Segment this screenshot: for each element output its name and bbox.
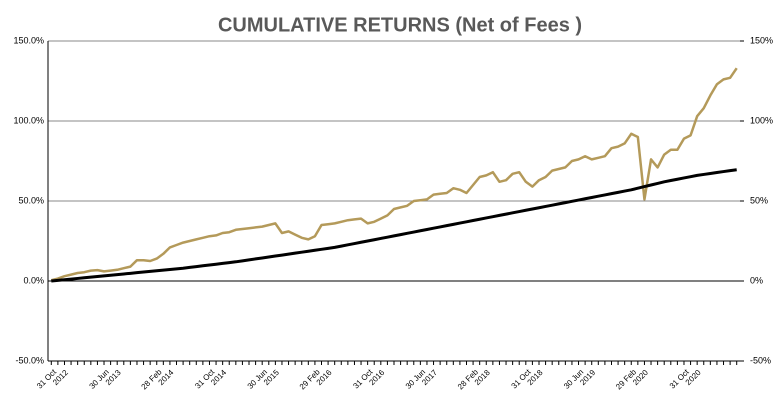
x-tick-label: 28 Feb2018 — [456, 361, 492, 397]
x-tick-label: 30 Jun2017 — [404, 361, 440, 397]
x-tick-label: 30 Jun2019 — [562, 361, 598, 397]
y2-tick-label: 50% — [750, 195, 768, 205]
x-tick-label: 30 Jun2015 — [246, 361, 282, 397]
series-line — [51, 168, 737, 283]
x-tick-label: 29 Feb2020 — [614, 361, 650, 397]
y-tick-label: 150.0% — [13, 35, 44, 45]
x-tick-label: 31 Oct2020 — [668, 361, 703, 396]
y2-tick-label: 150% — [750, 35, 773, 45]
x-tick-label: 31 Oct2018 — [510, 361, 545, 396]
y2-tick-label: -50% — [750, 355, 771, 365]
y2-tick-label: 0% — [750, 275, 763, 285]
x-tick-label: 29 Feb2016 — [298, 361, 334, 397]
x-tick-label: 31 Oct2014 — [193, 361, 228, 396]
chart-title: CUMULATIVE RETURNS (Net of Fees ) — [218, 14, 582, 36]
series-line — [51, 67, 738, 282]
x-tick-label: 28 Feb2014 — [140, 361, 176, 397]
y2-tick-label: 100% — [750, 115, 773, 125]
x-tick-label: 31 Oct2012 — [35, 361, 70, 396]
y-tick-label: 0.0% — [23, 275, 44, 285]
x-tick-label: 30 Jun2013 — [88, 361, 124, 397]
y-tick-label: -50.0% — [15, 355, 44, 365]
y-tick-label: 100.0% — [13, 115, 44, 125]
x-tick-label: 31 Oct2016 — [352, 361, 387, 396]
y-tick-label: 50.0% — [18, 195, 44, 205]
